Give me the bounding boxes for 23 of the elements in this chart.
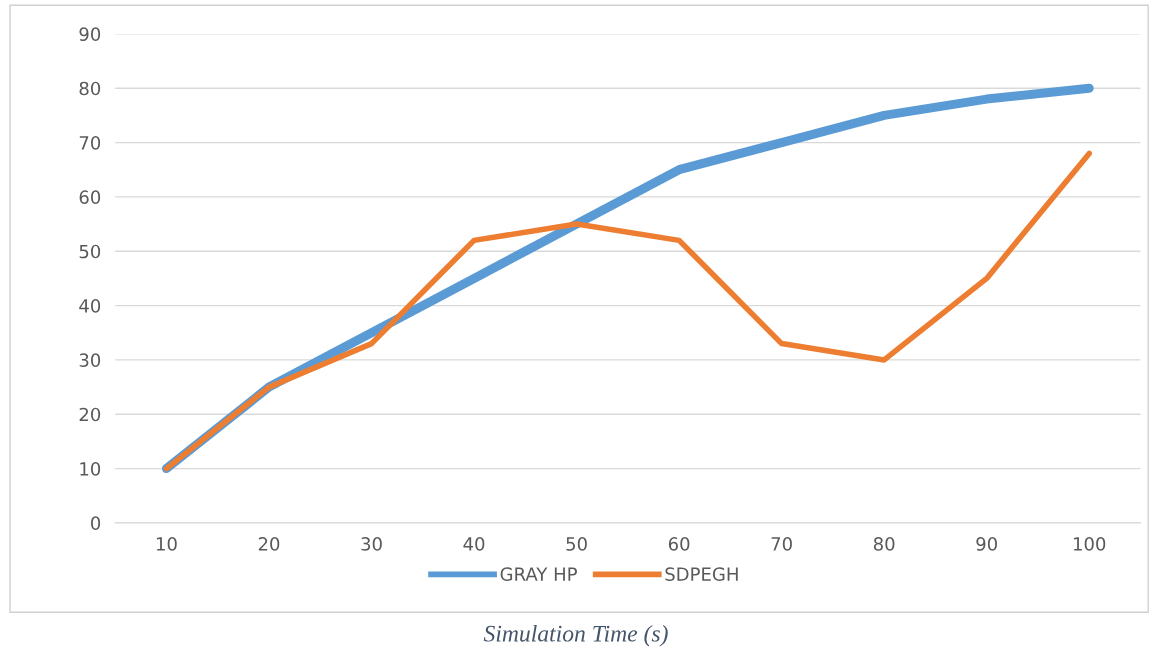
y-tick-label: 0 (91, 516, 101, 531)
x-axis-title: Simulation Time (s) (483, 624, 668, 647)
x-tick-label: 60 (668, 537, 690, 551)
y-tick-label: 10 (80, 462, 101, 476)
y-tick-label: 20 (79, 407, 101, 422)
y-tick-label: 60 (79, 190, 101, 205)
x-tick-label: 30 (361, 537, 382, 551)
y-tick-label: 90 (79, 27, 101, 42)
x-tick-label: 40 (463, 537, 485, 551)
x-tick-label: 70 (771, 537, 792, 551)
x-tick-label: 20 (258, 537, 280, 551)
legend-label: SDPEGH (665, 567, 738, 581)
y-tick-label: 40 (79, 299, 101, 313)
y-tick-label: 30 (79, 353, 101, 368)
x-tick-label: 50 (566, 537, 587, 551)
x-tick-label: 90 (976, 537, 997, 551)
y-tick-label: 70 (79, 136, 101, 150)
legend-label: GRAY HP (500, 567, 577, 581)
y-tick-label: 80 (79, 81, 101, 96)
x-tick-label: 10 (156, 537, 177, 551)
x-tick-label: 80 (873, 537, 895, 551)
y-tick-label: 50 (79, 244, 101, 259)
x-tick-label: 100 (1073, 537, 1106, 551)
